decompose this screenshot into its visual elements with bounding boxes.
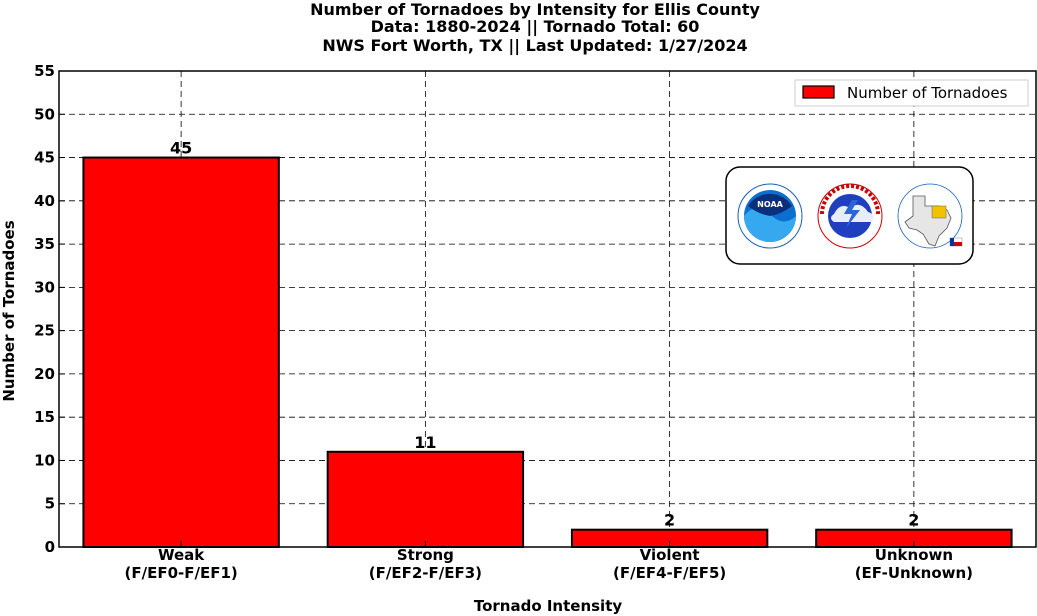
bars [82, 156, 1013, 549]
y-tick-label: 20 [34, 365, 55, 383]
chart-title-line-2: Data: 1880-2024 || Tornado Total: 60 [370, 17, 700, 36]
x-axis-ticks: Weak(F/EF0-F/EF1) Strong(F/EF2-F/EF3) Viol… [125, 541, 973, 582]
x-tick-label: (F/EF2-F/EF3) [369, 564, 482, 582]
y-tick-label: 25 [34, 322, 55, 340]
y-tick-label: 55 [34, 62, 55, 80]
x-tick-label: Strong [397, 546, 454, 564]
noaa-logo: NOAA [737, 183, 803, 249]
y-axis-ticks: 0 5 10 15 20 25 30 35 40 45 50 55 [34, 62, 65, 556]
bar [82, 156, 280, 549]
noaa-logo-text: NOAA [757, 200, 783, 209]
y-tick-label: 45 [34, 149, 55, 167]
x-tick-label: (F/EF4-F/EF5) [613, 564, 726, 582]
chart-title-line-1: Number of Tornadoes by Intensity for Ell… [310, 0, 760, 19]
bar-value-label: 2 [664, 511, 675, 530]
y-tick-label: 5 [45, 495, 55, 513]
x-tick-label: (EF-Unknown) [855, 564, 973, 582]
x-tick-label: Violent [640, 546, 700, 564]
bar-value-label: 2 [908, 511, 919, 530]
y-tick-label: 0 [45, 538, 55, 556]
x-axis-label: Tornado Intensity [474, 597, 623, 615]
logo-panel: NOAA [725, 166, 974, 265]
nws-logo [817, 183, 883, 249]
y-axis-label: Number of Tornadoes [0, 220, 18, 401]
nws-fort-worth-texas-logo [897, 183, 963, 249]
bar [326, 450, 525, 548]
legend: Number of Tornadoes [794, 79, 1029, 107]
chart-title-line-3: NWS Fort Worth, TX || Last Updated: 1/27… [322, 36, 748, 55]
y-tick-label: 35 [34, 235, 55, 253]
bar-value-label: 11 [414, 433, 436, 452]
data-labels: 45 11 2 2 [170, 139, 919, 530]
y-tick-label: 40 [34, 192, 55, 210]
bar-value-label: 45 [170, 139, 192, 158]
x-tick-label: (F/EF0-F/EF1) [125, 564, 238, 582]
x-tick-label: Unknown [875, 546, 953, 564]
legend-label: Number of Tornadoes [847, 84, 1008, 102]
y-tick-label: 50 [34, 105, 55, 123]
x-tick-label: Weak [158, 546, 205, 564]
y-tick-label: 10 [34, 451, 55, 469]
y-tick-label: 15 [34, 408, 55, 426]
legend-swatch [802, 85, 835, 99]
y-tick-label: 30 [34, 278, 55, 296]
plot-frame [58, 70, 1037, 548]
